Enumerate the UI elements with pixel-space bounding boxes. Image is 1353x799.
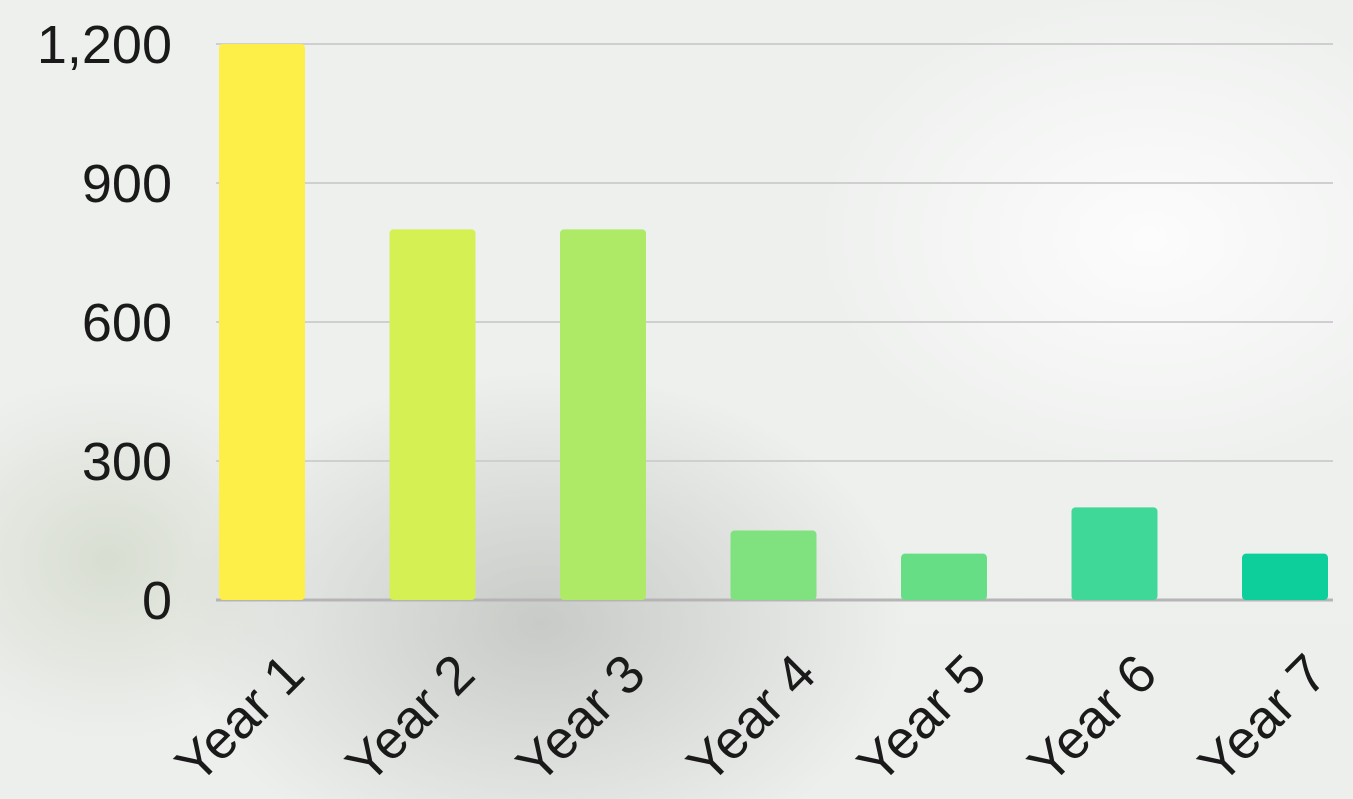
y-tick-label: 0 xyxy=(142,571,172,631)
x-tick-label: Year 1 xyxy=(164,643,315,794)
x-tick-label: Year 6 xyxy=(1017,643,1168,794)
x-tick-label: Year 3 xyxy=(505,643,656,794)
y-tick-label: 300 xyxy=(82,432,172,492)
x-tick-label: Year 5 xyxy=(846,643,997,794)
x-axis-ticks: Year 1 Year 2 Year 3 Year 4 Year 5 Year 6 Year… xyxy=(164,643,1338,794)
bar-year-5 xyxy=(901,553,987,600)
bars xyxy=(219,44,1328,601)
bar-year-4 xyxy=(730,530,817,600)
bar-year-2 xyxy=(389,229,476,601)
y-axis-ticks: 0 300 600 900 1,200 xyxy=(37,15,172,631)
x-tick-label: Year 4 xyxy=(676,643,827,794)
bar-year-3 xyxy=(560,229,646,601)
x-tick-label: Year 2 xyxy=(335,643,486,794)
y-tick-label: 1,200 xyxy=(37,15,172,75)
bar-year-1 xyxy=(219,44,305,600)
bar-year-7 xyxy=(1242,553,1328,600)
y-tick-label: 900 xyxy=(82,154,172,214)
gridlines xyxy=(216,43,1333,602)
bar-year-6 xyxy=(1071,507,1158,600)
x-tick-label: Year 7 xyxy=(1187,643,1338,794)
y-tick-label: 600 xyxy=(82,293,172,353)
